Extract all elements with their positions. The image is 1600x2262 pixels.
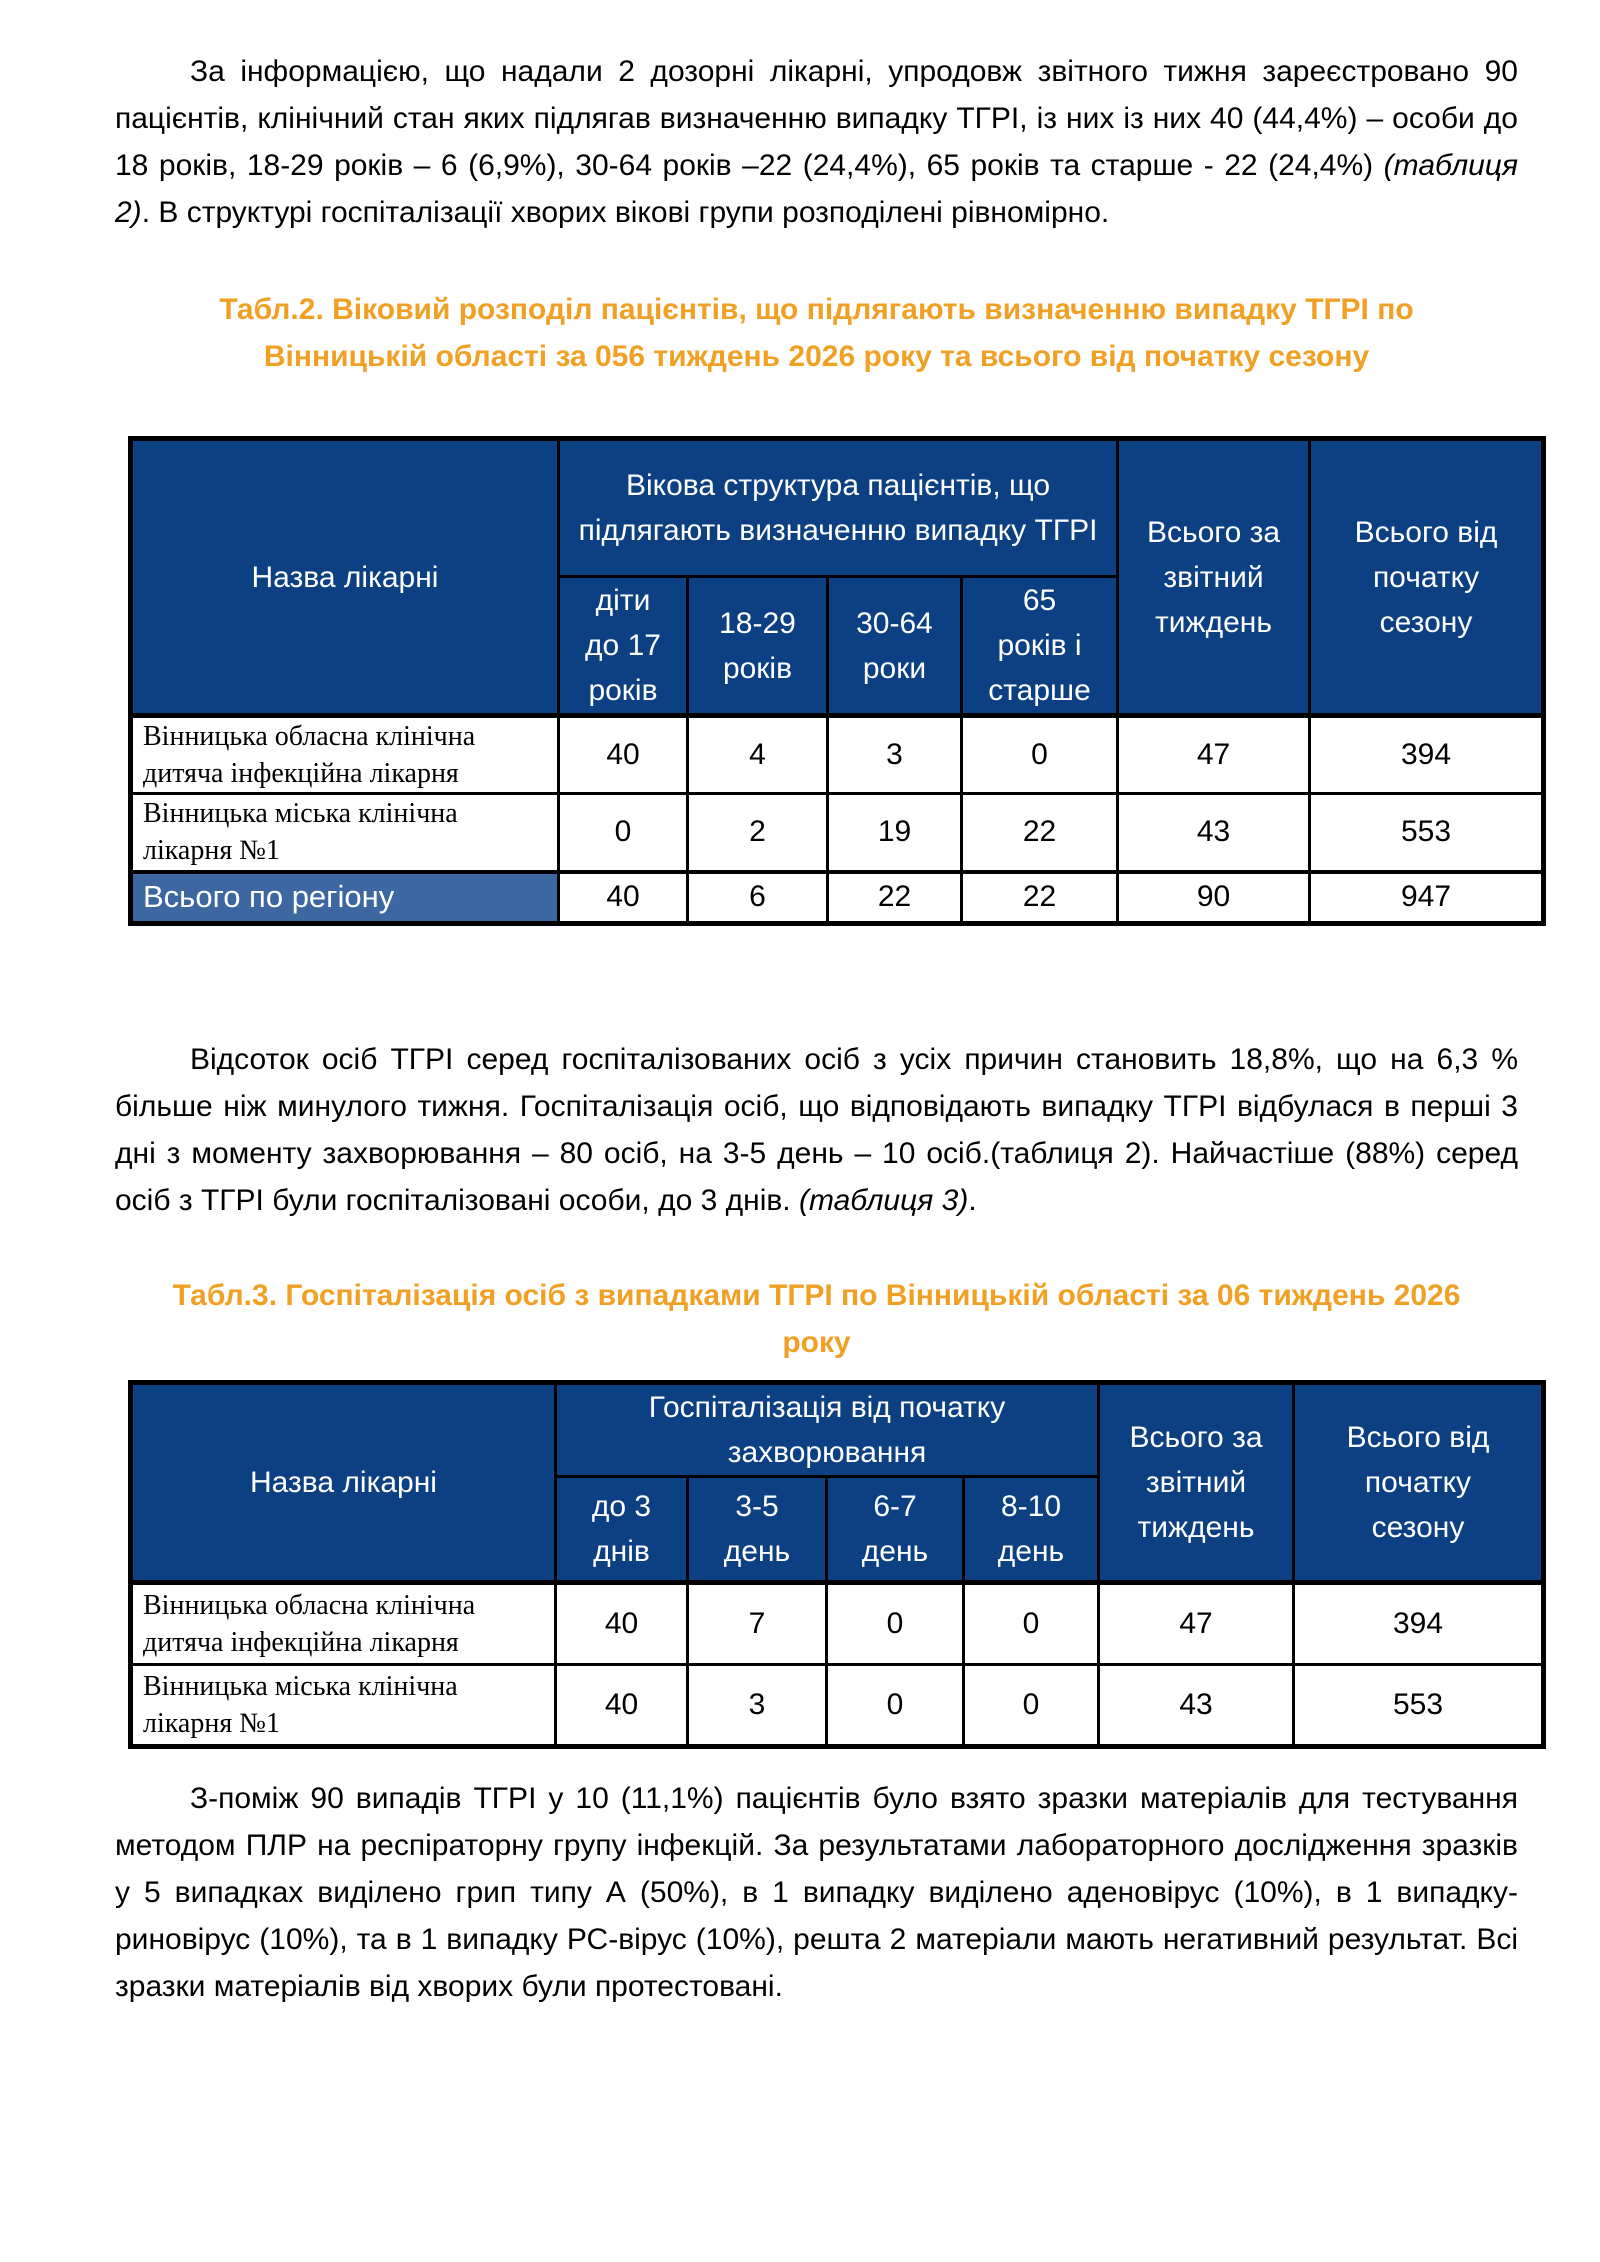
header-cell-3-5-days: 3-5 день	[686, 1475, 828, 1585]
header-cell-age-0-17: діти до 17 років	[557, 575, 689, 718]
paragraph-intro-tail: . В структурі госпіталізації хворих віко…	[141, 196, 1110, 229]
week-total-cell: 90	[1116, 869, 1312, 925]
header-cell-week-total: Всього за звітний тиждень	[1097, 1381, 1295, 1585]
header-cell-8-10-days: 8-10 день	[962, 1475, 1100, 1585]
value-cell: 22	[959, 792, 1120, 873]
value-cell: 0	[959, 714, 1120, 795]
value-cell: 40	[554, 1581, 689, 1666]
report-page: За інформацією, що надали 2 дозорні ліка…	[115, 48, 1547, 2010]
header-cell-season-total: Всього від початку сезону	[1292, 1381, 1545, 1585]
header-cell-hospital: Назва лікарні	[129, 1381, 557, 1585]
value-cell: 40	[557, 869, 689, 925]
season-total-cell: 553	[1292, 1663, 1545, 1748]
region-total-label: Всього по регіону	[129, 869, 560, 925]
header-cell-under-3-days: до 3 днів	[554, 1475, 689, 1585]
hospital-name-cell: Вінницька міська клінічна лікарня №1	[129, 1663, 557, 1748]
table-total-row: Всього по регіону 40 6 22 22 90 947	[129, 869, 1546, 925]
value-cell: 22	[959, 869, 1120, 925]
paragraph-lab-results: З-поміж 90 випадів ТГРІ у 10 (11,1%) пац…	[115, 1775, 1518, 2010]
header-cell-age-18-29: 18-29 років	[686, 575, 829, 718]
paragraph-hosp-table-ref: (таблиця 3)	[798, 1184, 969, 1217]
header-cell-season-total: Всього від початку сезону	[1308, 437, 1546, 718]
value-cell: 4	[686, 714, 829, 795]
table3-title: Табл.3. Госпіталізація осіб з випадками …	[172, 1279, 1461, 1359]
hospital-name-cell: Вінницька обласна клінічна дитяча інфекц…	[129, 1581, 557, 1666]
value-cell: 40	[557, 714, 689, 795]
week-total-cell: 47	[1116, 714, 1312, 795]
value-cell: 0	[825, 1581, 965, 1666]
hospital-name-cell: Вінницька обласна клінічна дитяча інфекц…	[129, 714, 560, 795]
season-total-cell: 947	[1308, 869, 1546, 925]
value-cell: 7	[686, 1581, 828, 1666]
week-total-cell: 43	[1097, 1663, 1295, 1748]
paragraph-hosp-text: Відсоток осіб ТГРІ серед госпіталізовани…	[115, 1043, 1518, 1217]
season-total-cell: 394	[1292, 1581, 1545, 1666]
value-cell: 2	[686, 792, 829, 873]
season-total-cell: 553	[1308, 792, 1546, 873]
value-cell: 0	[962, 1663, 1100, 1748]
table2-title: Табл.2. Віковий розподіл пацієнтів, що п…	[219, 293, 1414, 373]
header-cell-hospital: Назва лікарні	[129, 437, 560, 718]
header-cell-week-total: Всього за звітний тиждень	[1116, 437, 1312, 718]
value-cell: 0	[825, 1663, 965, 1748]
value-cell: 0	[962, 1581, 1100, 1666]
value-cell: 19	[826, 792, 963, 873]
paragraph-lab-text: З-поміж 90 випадів ТГРІ у 10 (11,1%) пац…	[115, 1782, 1518, 2003]
header-cell-age-65: 65 років і старше	[959, 575, 1120, 718]
header-cell-onset-group: Госпіталізація від початку захворювання	[554, 1381, 1100, 1478]
value-cell: 3	[686, 1663, 828, 1748]
table-row: Вінницька міська клінічна лікарня №1 40 …	[129, 1663, 1545, 1748]
paragraph-intro: За інформацією, що надали 2 дозорні ліка…	[115, 48, 1518, 236]
week-total-cell: 47	[1097, 1581, 1295, 1666]
paragraph-hosp-tail: .	[968, 1184, 977, 1217]
header-cell-6-7-days: 6-7 день	[825, 1475, 965, 1585]
table-row: Вінницька міська клінічна лікарня №1 0 2…	[129, 792, 1546, 873]
table3-hospitalization-timing: Назва лікарні Госпіталізація від початку…	[128, 1380, 1546, 1749]
header-cell-age-30-64: 30-64 роки	[826, 575, 963, 718]
paragraph-hospitalization: Відсоток осіб ТГРІ серед госпіталізовани…	[115, 1036, 1518, 1224]
paragraph-intro-text: За інформацією, що надали 2 дозорні ліка…	[115, 55, 1518, 182]
table2-age-distribution: Назва лікарні Вікова структура пацієнтів…	[128, 436, 1547, 926]
paragraph-intro-table-ref: (таблиця 2)	[115, 149, 1518, 229]
table-row: Вінницька обласна клінічна дитяча інфекц…	[129, 1581, 1545, 1666]
value-cell: 6	[686, 869, 829, 925]
value-cell: 40	[554, 1663, 689, 1748]
value-cell: 3	[826, 714, 963, 795]
value-cell: 0	[557, 792, 689, 873]
value-cell: 22	[826, 869, 963, 925]
season-total-cell: 394	[1308, 714, 1546, 795]
week-total-cell: 43	[1116, 792, 1312, 873]
hospital-name-cell: Вінницька міська клінічна лікарня №1	[129, 792, 560, 873]
header-cell-age-group: Вікова структура пацієнтів, що підлягают…	[556, 437, 1120, 578]
table-row: Вінницька обласна клінічна дитяча інфекц…	[129, 714, 1546, 795]
